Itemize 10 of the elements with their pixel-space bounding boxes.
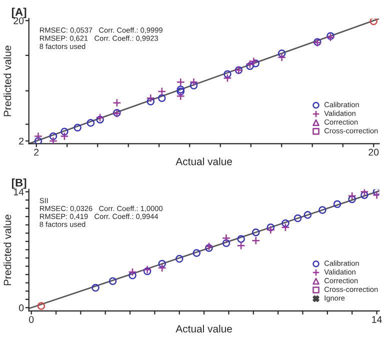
y-tick-label: 14 [14,188,24,196]
y-tick-label: 2 [19,138,24,144]
y-axis-title: Predicted value [3,46,12,116]
y-tick-label: 20 [14,17,24,24]
chart-title: [A] [12,8,26,18]
x-axis-title: Actual value [176,158,232,166]
chart-title: [B] [12,178,26,189]
x-axis-title: Actual value [176,324,232,333]
y-axis-title: Predicted value [3,214,12,286]
y-tick-label: 0 [18,304,24,312]
